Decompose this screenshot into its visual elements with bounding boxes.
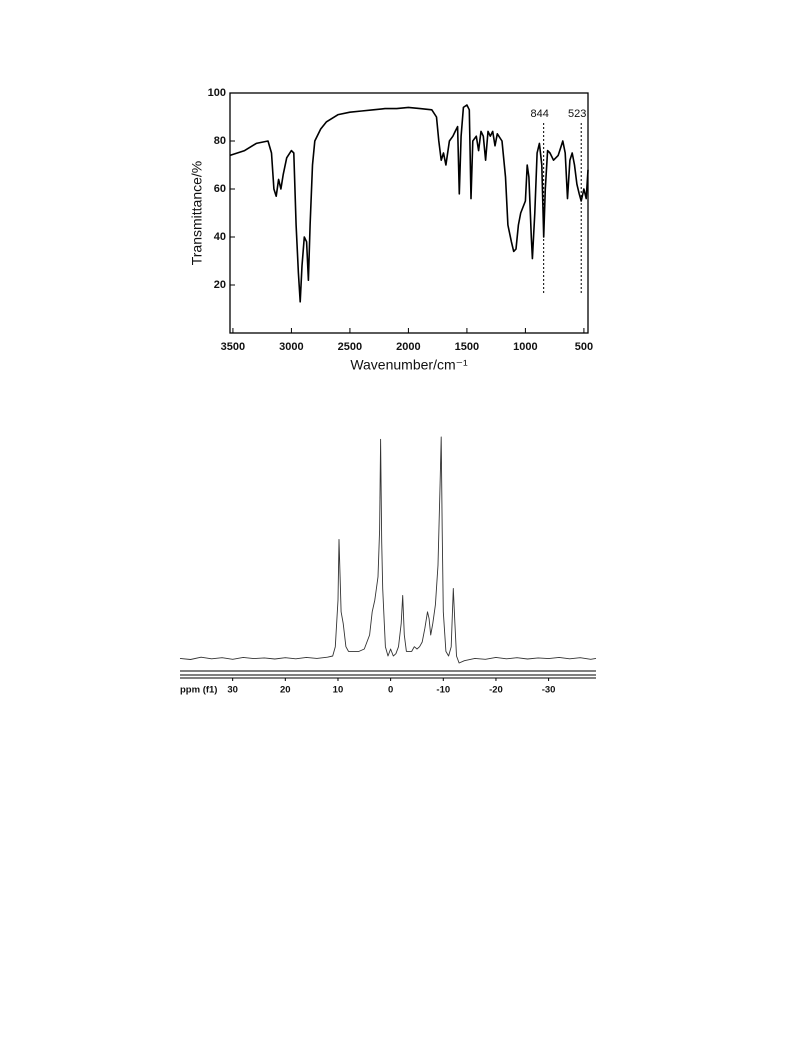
annotation-label: 523 [568,108,586,120]
y-tick-label: 80 [214,135,226,147]
x-tick-label: 0 [388,685,393,696]
x-tick-label: 10 [333,685,344,696]
x-tick-label: 3500 [221,341,245,353]
y-tick-label: 60 [214,183,226,195]
ir-x-label: Wavenumber/cm⁻¹ [350,357,468,373]
x-tick-label: 3000 [279,341,303,353]
x-tick-label: 1000 [513,341,537,353]
x-tick-label: 20 [280,685,291,696]
x-tick-label: 2000 [396,341,420,353]
x-tick-label: 2500 [338,341,362,353]
x-tick-label: -10 [436,685,450,696]
y-tick-label: 20 [214,279,226,291]
y-tick-label: 100 [208,87,226,99]
x-tick-label: -30 [542,685,556,696]
x-tick-label: 1500 [455,341,479,353]
spectrum-line [229,104,589,303]
ir-frame [229,92,589,334]
ir-y-label: Transmittance/% [189,161,205,266]
y-tick-label: 40 [214,231,226,243]
x-tick-label: -20 [489,685,503,696]
spectrum-line [179,436,597,664]
nmr-x-label: ppm (f1) [180,685,217,696]
x-tick-label: 30 [227,685,238,696]
annotation-label: 844 [530,108,548,120]
x-tick-label: 500 [575,341,593,353]
